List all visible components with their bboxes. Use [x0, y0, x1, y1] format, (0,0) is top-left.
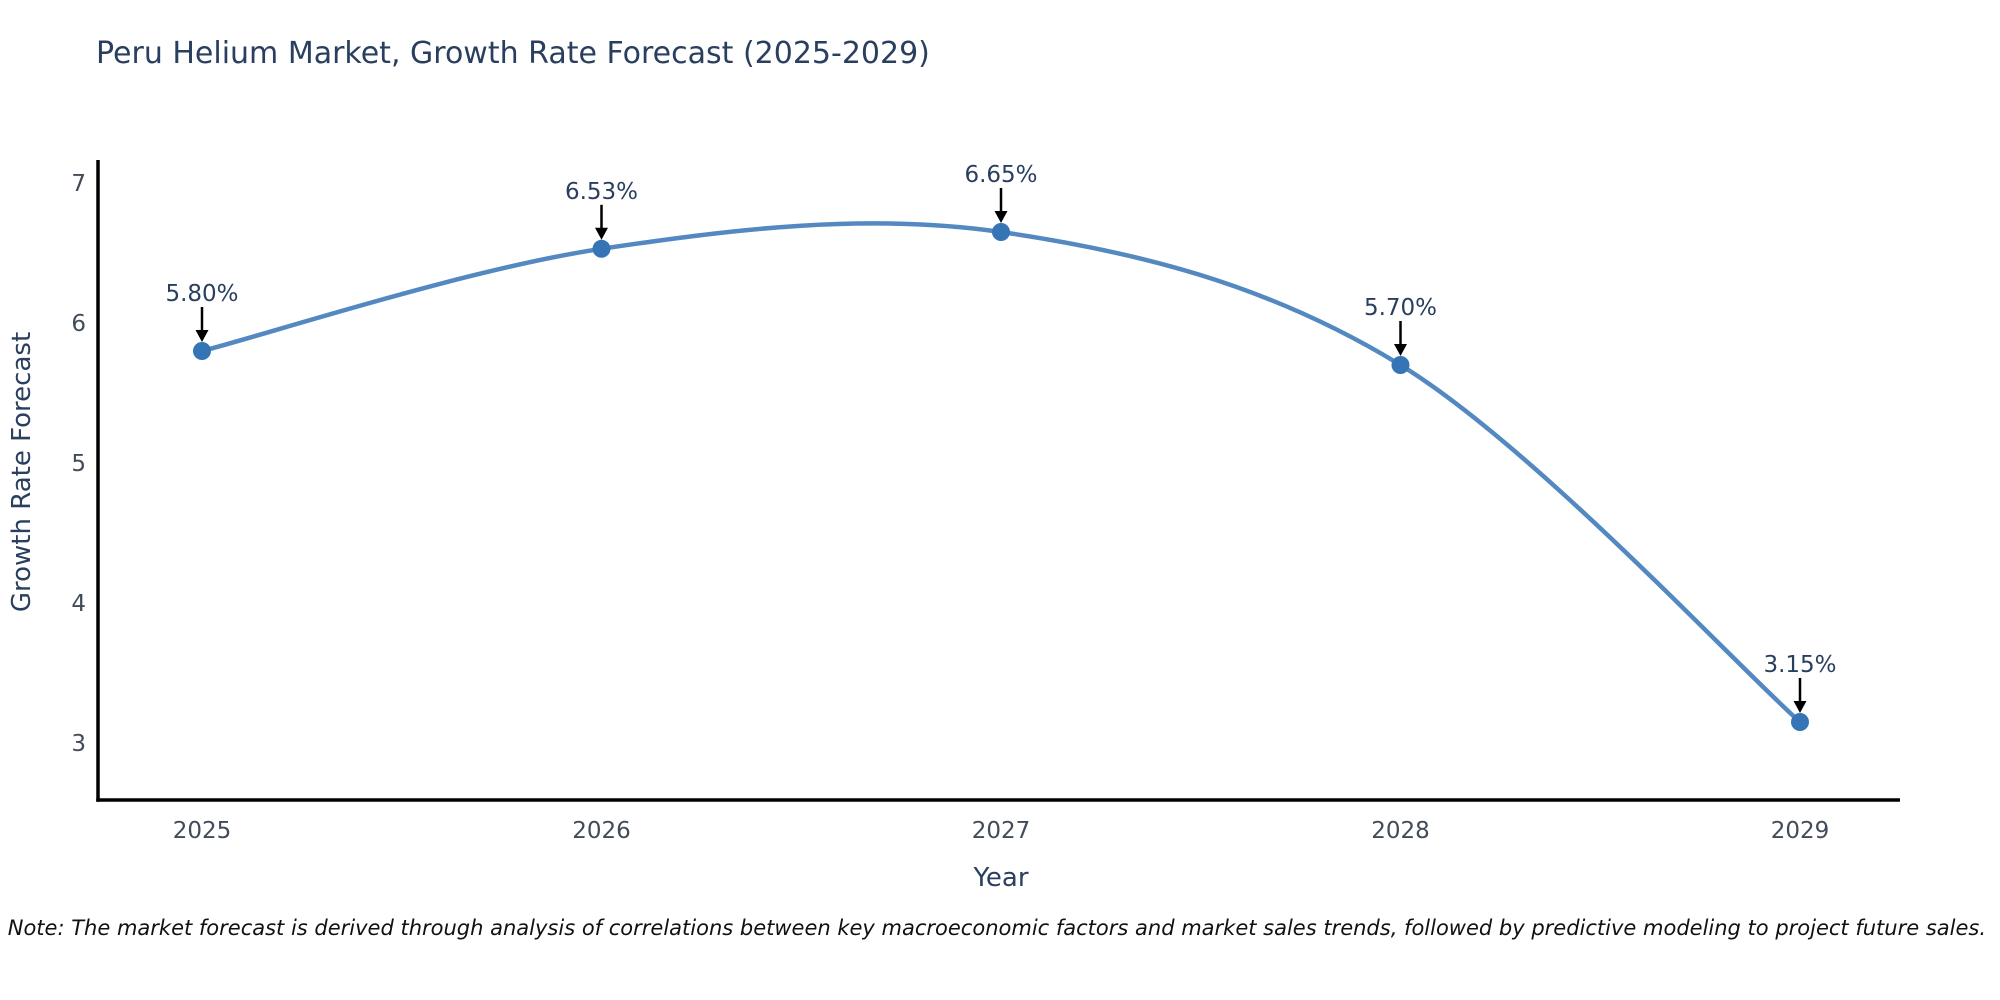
- point-value-label: 6.65%: [964, 162, 1037, 188]
- annotation-arrowhead: [994, 211, 1008, 223]
- y-tick-label: 4: [71, 591, 86, 617]
- x-axis-title: Year: [972, 863, 1028, 893]
- point-value-label: 5.70%: [1364, 295, 1437, 321]
- annotation-arrowhead: [1793, 701, 1807, 713]
- x-tick-label: 2025: [173, 818, 232, 844]
- y-axis-title: Growth Rate Forecast: [7, 332, 37, 612]
- annotation-arrowhead: [595, 227, 608, 240]
- data-point-marker[interactable]: [1391, 356, 1410, 374]
- data-point-marker[interactable]: [592, 239, 611, 258]
- x-tick-label: 2027: [972, 818, 1031, 844]
- point-value-label: 6.53%: [565, 179, 638, 205]
- data-point-marker[interactable]: [1791, 713, 1809, 731]
- chart-title: Peru Helium Market, Growth Rate Forecast…: [96, 36, 930, 71]
- annotation-arrowhead: [1394, 344, 1407, 356]
- y-tick-label: 6: [71, 311, 86, 337]
- forecast-line: [199, 221, 1803, 725]
- y-tick-label: 3: [71, 731, 86, 757]
- data-point-marker[interactable]: [193, 342, 211, 360]
- x-tick-label: 2028: [1371, 818, 1430, 844]
- y-tick-label: 5: [71, 451, 86, 477]
- y-tick-label: 7: [71, 171, 86, 197]
- point-value-label: 3.15%: [1763, 652, 1836, 678]
- x-tick-label: 2026: [572, 818, 631, 844]
- footnote: Note: The market forecast is derived thr…: [7, 916, 1986, 940]
- annotation-arrowhead: [195, 330, 209, 342]
- data-point-marker[interactable]: [992, 223, 1010, 241]
- x-tick-label: 2029: [1771, 818, 1830, 844]
- point-value-label: 5.80%: [165, 281, 238, 307]
